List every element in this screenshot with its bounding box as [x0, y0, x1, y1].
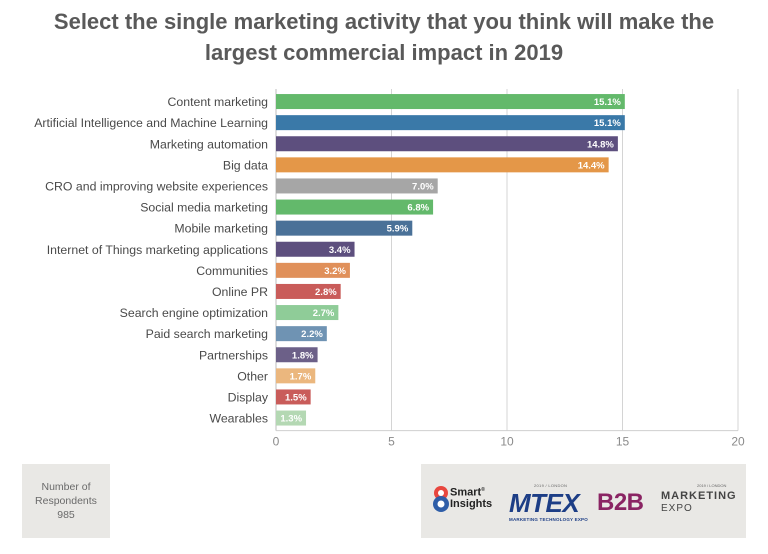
bar-value-label: 1.8%	[292, 350, 314, 361]
bar	[276, 262, 350, 278]
chart-title-line-1: Select the single marketing activity tha…	[53, 9, 715, 34]
x-tick-label: 10	[500, 435, 514, 449]
category-label: Online PR	[212, 285, 268, 299]
bar	[276, 305, 339, 321]
b2b-expo-text: EXPO	[661, 503, 693, 514]
category-label: Other	[237, 369, 268, 383]
bar-value-label: 2.2%	[301, 329, 323, 340]
category-label: Partnerships	[199, 348, 268, 362]
bar-value-label: 2.7%	[313, 308, 335, 319]
category-label: Content marketing	[168, 95, 269, 109]
smart-insights-logo: Smart® Insights	[450, 486, 493, 510]
bar-value-label: 1.7%	[290, 371, 312, 382]
category-label: Artificial Intelligence and Machine Lear…	[34, 116, 268, 130]
x-axis-ticks: 0 5 10 15 20	[273, 435, 745, 449]
chart-title-line-2: largest commercial impact in 2019	[204, 40, 564, 65]
category-label: Wearables	[209, 412, 268, 426]
category-label: Display	[228, 390, 269, 404]
bar-value-label: 3.4%	[329, 245, 351, 256]
b2b-logo: B2B	[597, 489, 644, 516]
bar	[276, 199, 434, 215]
category-label: Social media marketing	[140, 201, 268, 215]
category-label: CRO and improving website experiences	[45, 179, 268, 193]
bar-value-label: 2.8%	[315, 287, 337, 298]
smart-insights-logo-icon	[433, 486, 449, 512]
bars: 15.1% 15.1% 14.8% 14.4% 7.0% 6.8% 5.9% 3.4% 3.2%…	[276, 94, 625, 426]
bar-value-label: 1.5%	[285, 392, 307, 403]
b2b-year: 2019 / LONDON	[697, 483, 727, 488]
sponsor-logos: Smart® Insights 2019 / LONDON MTEX MARKE…	[421, 464, 746, 538]
bar	[276, 115, 625, 131]
category-label: Marketing automation	[150, 137, 268, 151]
category-label: Search engine optimization	[120, 306, 268, 320]
bar	[276, 347, 318, 363]
bar-value-label: 1.3%	[280, 414, 302, 425]
bar-value-label: 7.0%	[412, 181, 434, 192]
bar-value-label: 15.1%	[594, 97, 621, 108]
bar	[276, 157, 609, 173]
bar-value-label: 5.9%	[387, 224, 409, 235]
mtex-year: 2019 / LONDON	[534, 483, 568, 488]
category-label: Paid search marketing	[146, 327, 269, 341]
category-labels: Content marketing Artificial Intelligence…	[34, 95, 269, 426]
x-tick-label: 15	[616, 435, 630, 449]
category-label: Big data	[223, 158, 268, 172]
chart-title: Select the single marketing activity tha…	[0, 6, 768, 68]
mtex-subtitle: MARKETING TECHNOLOGY EXPO	[509, 517, 588, 522]
bar-value-label: 14.4%	[578, 160, 605, 171]
bar	[276, 283, 341, 299]
category-label: Internet of Things marketing application…	[47, 243, 268, 257]
bar	[276, 368, 316, 384]
category-label: Communities	[196, 264, 268, 278]
bar-value-label: 15.1%	[594, 118, 621, 129]
x-tick-label: 20	[731, 435, 745, 449]
x-tick-label: 0	[273, 435, 280, 449]
mtex-logo: MTEX	[509, 488, 580, 518]
bar-value-label: 3.2%	[324, 266, 346, 277]
respondents-count: 985	[57, 509, 75, 521]
bar	[276, 389, 311, 405]
category-label: Mobile marketing	[174, 222, 268, 236]
bar	[276, 94, 625, 110]
bar	[276, 178, 438, 194]
bar	[276, 326, 327, 342]
bar-chart: 15.1% 15.1% 14.8% 14.4% 7.0% 6.8% 5.9% 3.4% 3.2%…	[34, 89, 745, 449]
respondents-label-line-2: Respondents	[35, 495, 97, 507]
bar	[276, 241, 355, 257]
bar-value-label: 6.8%	[407, 203, 429, 214]
bar	[276, 410, 307, 426]
respondents-label-line-1: Number of	[41, 481, 91, 493]
bar-value-label: 14.8%	[587, 139, 614, 150]
respondents-box: Number of Respondents 985	[22, 464, 110, 538]
x-tick-label: 5	[388, 435, 395, 449]
b2b-marketing-text: MARKETING	[661, 490, 737, 502]
bar	[276, 220, 413, 236]
bar	[276, 136, 618, 152]
